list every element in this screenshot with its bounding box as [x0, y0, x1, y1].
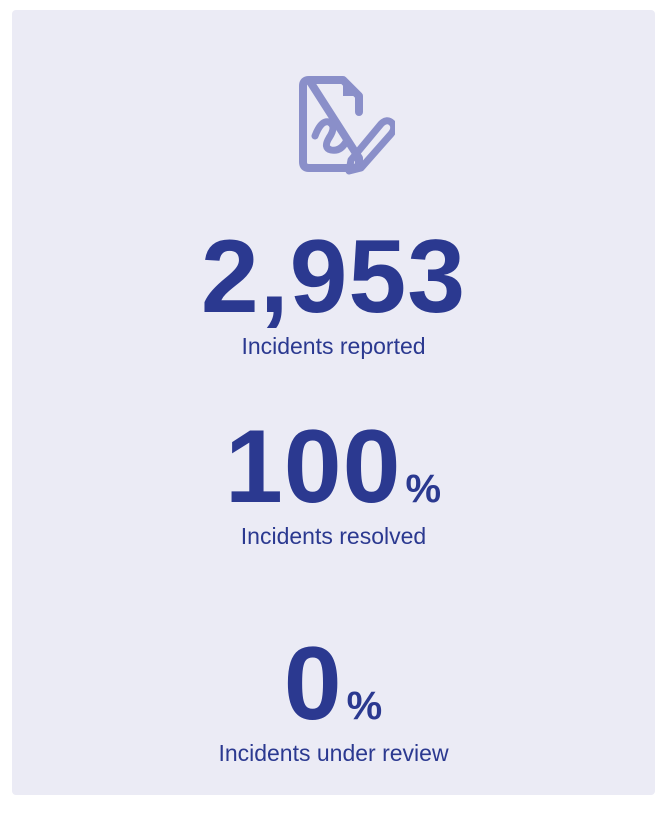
- stat: 0% Incidents under review: [12, 632, 655, 767]
- stat: 2,953 Incidents reported: [12, 225, 655, 360]
- stat: 100% Incidents resolved: [12, 415, 655, 550]
- stat-value: 0: [283, 626, 343, 742]
- stats-card: 2,953 Incidents reported 100% Incidents …: [12, 10, 655, 795]
- stat-label: Incidents under review: [218, 740, 449, 766]
- stat-value: 100: [224, 409, 402, 525]
- document-signature-icon: [299, 76, 395, 175]
- stat-unit: %: [405, 467, 443, 511]
- stat-unit: %: [346, 684, 384, 728]
- stat-label: Incidents resolved: [240, 523, 427, 549]
- stat-label: Incidents reported: [241, 333, 426, 359]
- stat-value: 2,953: [200, 219, 467, 335]
